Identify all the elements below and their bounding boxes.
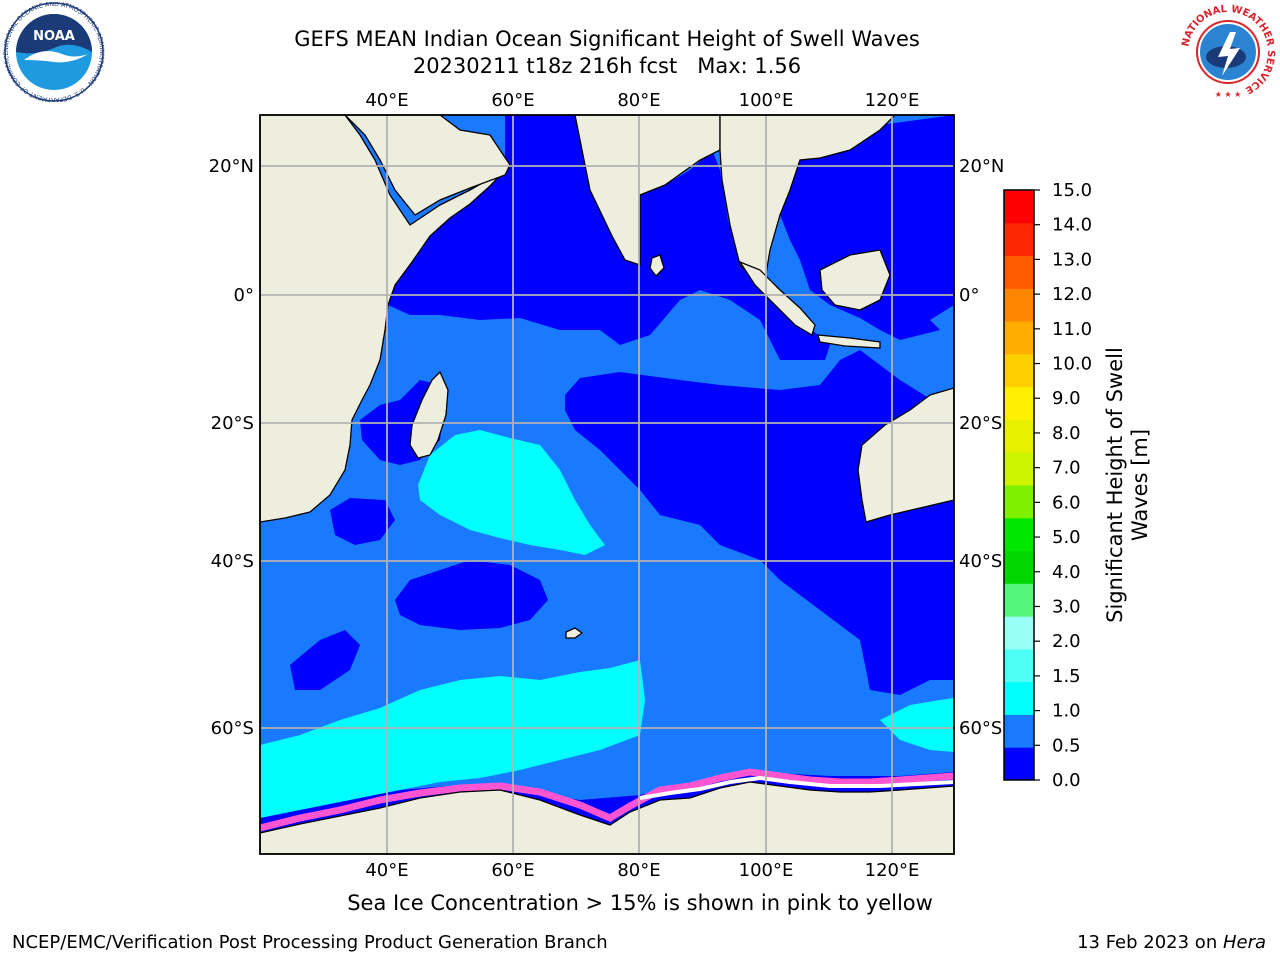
lat-label-left: 40°S bbox=[211, 551, 254, 572]
footer-date-text: 13 Feb 2023 on bbox=[1077, 932, 1223, 953]
colorbar-swatch bbox=[1004, 616, 1034, 650]
noaa-logo: NATIONAL OCEANIC AND ATMOSPHERIC ADMINIS… bbox=[3, 2, 105, 102]
swell-region-sw-patch bbox=[290, 630, 360, 690]
colorbar-tick-label: 11.0 bbox=[1052, 319, 1092, 340]
colorbar-tick-label: 14.0 bbox=[1052, 215, 1092, 236]
lon-label-top: 100°E bbox=[739, 90, 794, 111]
lat-label-right: 20°N bbox=[959, 156, 1004, 177]
colorbar-swatch bbox=[1004, 386, 1034, 420]
lon-label-bottom: 100°E bbox=[739, 860, 794, 881]
colorbar-swatch bbox=[1004, 222, 1034, 257]
sea-ice-fringe-white bbox=[639, 775, 954, 800]
chart-title: GEFS MEAN Indian Ocean Significant Heigh… bbox=[294, 27, 920, 51]
lat-label-left: 20°S bbox=[211, 413, 254, 434]
max-value: Max: 1.56 bbox=[697, 54, 802, 78]
colorbar-tick-label: 13.0 bbox=[1052, 249, 1092, 270]
colorbar-swatch bbox=[1004, 353, 1034, 388]
colorbar-tick-label: 10.0 bbox=[1052, 354, 1092, 375]
colorbar-swatch bbox=[1004, 288, 1034, 322]
land-madagascar bbox=[409, 370, 449, 459]
lon-label-top: 120°E bbox=[865, 90, 920, 111]
land-kerguelen bbox=[565, 627, 584, 639]
colorbar-swatch bbox=[1004, 419, 1034, 453]
sea-ice-fringe bbox=[260, 768, 954, 832]
nws-logo: NATIONAL WEATHER SERVICE ★ ★ ★ bbox=[1180, 4, 1276, 99]
land-australia bbox=[857, 387, 954, 523]
colorbar-swatch bbox=[1004, 452, 1034, 486]
chart-subtitle: 20230211 t18z 216h fcst Max: 1.56 bbox=[0, 54, 1214, 78]
colorbar-border bbox=[1003, 189, 1035, 781]
land-africa bbox=[260, 115, 506, 523]
lon-label-bottom: 80°E bbox=[617, 860, 660, 881]
colorbar-swatch bbox=[1004, 550, 1034, 584]
footer-credit: NCEP/EMC/Verification Post Processing Pr… bbox=[12, 932, 608, 953]
colorbar-swatch bbox=[1004, 583, 1034, 617]
colorbar-swatch bbox=[1004, 190, 1034, 224]
swell-region-south-central-high bbox=[418, 430, 605, 555]
colorbar-swatch bbox=[1004, 747, 1034, 781]
colorbar-swatch bbox=[1004, 648, 1034, 683]
sea-ice-caption: Sea Ice Concentration > 15% is shown in … bbox=[347, 891, 933, 915]
colorbar-tick-label: 3.0 bbox=[1052, 596, 1081, 617]
map-frame-content bbox=[260, 115, 954, 854]
land-sri-lanka bbox=[649, 254, 665, 277]
colorbar: 0.0 0.5 1.0 1.5 2.0 3.0 4.0 5.0 6.0 7.0 8.0 9.0 10.0… bbox=[1003, 180, 1092, 791]
colorbar-swatch bbox=[1004, 255, 1034, 289]
colorbar-swatch bbox=[1004, 714, 1034, 748]
swell-region-mozambique bbox=[330, 498, 395, 545]
footer-machine: Hera bbox=[1222, 932, 1266, 953]
swell-region-se-band bbox=[880, 698, 954, 752]
lon-label-bottom: 40°E bbox=[365, 860, 408, 881]
colorbar-tick-label: 9.0 bbox=[1052, 388, 1081, 409]
colorbar-tick-label: 0.0 bbox=[1052, 770, 1081, 791]
colorbar-swatch bbox=[1004, 485, 1034, 519]
colorbar-tick-label: 1.5 bbox=[1052, 666, 1081, 687]
colorbar-tick-label: 12.0 bbox=[1052, 284, 1092, 305]
colorbar-tick-label: 2.0 bbox=[1052, 631, 1081, 652]
colorbar-swatch bbox=[1004, 517, 1034, 552]
footer-date: 13 Feb 2023 on Hera bbox=[1077, 932, 1266, 953]
colorbar-swatch bbox=[1004, 681, 1034, 715]
lat-label-left: 20°N bbox=[209, 156, 254, 177]
colorbar-swatch bbox=[1004, 321, 1034, 355]
lat-label-right: 60°S bbox=[959, 718, 1002, 739]
land-java bbox=[817, 334, 881, 349]
colorbar-tick-label: 0.5 bbox=[1052, 735, 1081, 756]
lon-label-top: 80°E bbox=[617, 90, 660, 111]
lon-label-bottom: 60°E bbox=[491, 860, 534, 881]
land-se-asia bbox=[719, 115, 896, 301]
colorbar-tick-label: 8.0 bbox=[1052, 423, 1081, 444]
colorbar-tick-label: 4.0 bbox=[1052, 562, 1081, 583]
colorbar-title: Significant Height of Swell Waves [m] bbox=[1103, 347, 1152, 623]
colorbar-tick-label: 6.0 bbox=[1052, 492, 1081, 513]
lon-label-bottom: 120°E bbox=[865, 860, 920, 881]
colorbar-tick-label: 7.0 bbox=[1052, 458, 1081, 479]
colorbar-tick-label: 15.0 bbox=[1052, 180, 1092, 201]
lat-label-left: 0° bbox=[234, 285, 254, 306]
colorbar-tick-label: 1.0 bbox=[1052, 701, 1081, 722]
svg-text:★ ★ ★: ★ ★ ★ bbox=[1215, 90, 1242, 99]
lat-label-right: 0° bbox=[959, 285, 979, 306]
colorbar-tick-label: 5.0 bbox=[1052, 527, 1081, 548]
lat-label-right: 40°S bbox=[959, 551, 1002, 572]
forecast-time: 20230211 t18z 216h fcst bbox=[412, 54, 678, 78]
graticule bbox=[260, 115, 954, 854]
swell-region-central-south bbox=[565, 350, 954, 695]
swell-region-north-indian bbox=[388, 115, 830, 360]
swell-region-south-west bbox=[395, 560, 548, 630]
noaa-logo-text: NOAA bbox=[33, 29, 75, 44]
lon-label-top: 60°E bbox=[491, 90, 534, 111]
lon-label-top: 40°E bbox=[365, 90, 408, 111]
swell-region-southern-band bbox=[260, 660, 645, 818]
map-border bbox=[259, 114, 955, 855]
lat-label-right: 20°S bbox=[959, 413, 1002, 434]
lat-label-left: 60°S bbox=[211, 718, 254, 739]
land-antarctica bbox=[260, 781, 954, 854]
